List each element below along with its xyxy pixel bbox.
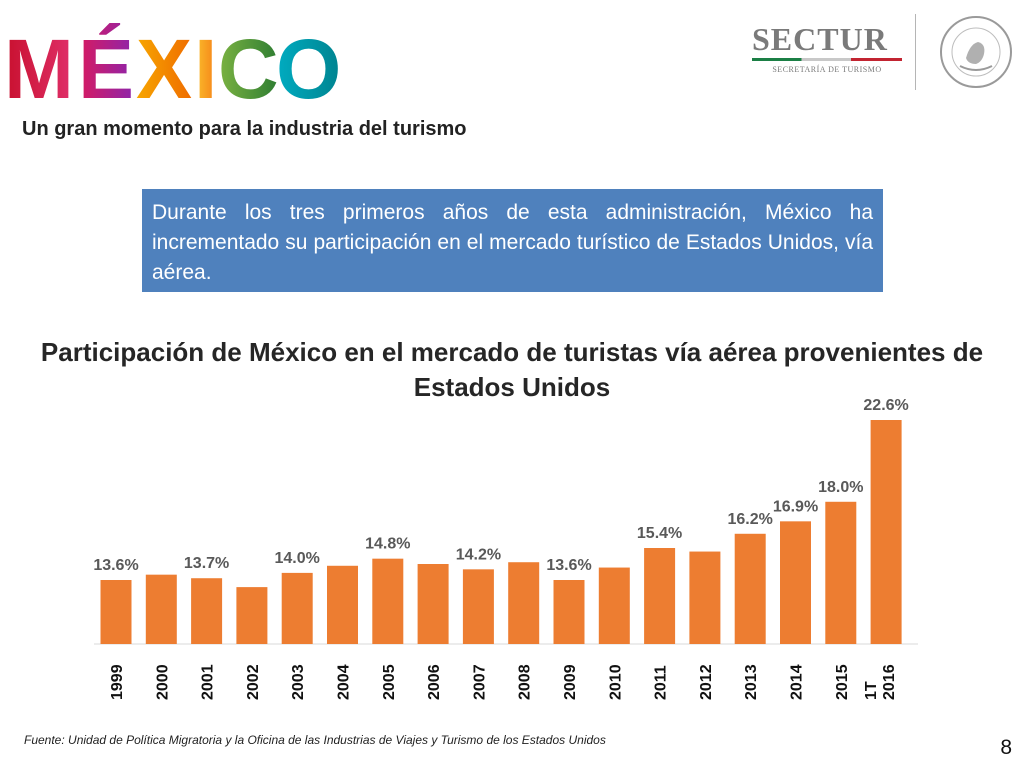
bar-2014 — [780, 521, 811, 644]
bar-2006 — [417, 564, 449, 644]
x-tick-label: 2000 — [154, 664, 171, 700]
data-label: 15.4% — [637, 525, 682, 542]
x-tick-label: 2006 — [426, 664, 443, 700]
bar-1t-2016 — [870, 420, 902, 644]
logo-letter-i: I — [194, 22, 217, 102]
data-label: 18.0% — [818, 479, 863, 496]
data-label: 16.9% — [773, 498, 818, 515]
x-tick-label: 1T2016 — [863, 664, 898, 700]
data-label: 13.6% — [546, 557, 591, 574]
x-tick-label: 2003 — [290, 664, 307, 700]
bar-2002 — [236, 587, 268, 644]
slide-subtitle: Un gran momento para la industria del tu… — [22, 118, 467, 140]
bar-2007 — [462, 569, 494, 644]
bar-2010 — [598, 567, 630, 644]
x-tick-label: 2009 — [562, 664, 579, 700]
source-note: Fuente: Unidad de Política Migratoria y … — [24, 733, 606, 747]
x-tick-label: 2004 — [336, 664, 353, 700]
x-tick-label: 2010 — [607, 664, 624, 700]
x-tick-label: 2011 — [653, 665, 670, 700]
bar-2013 — [734, 533, 766, 644]
bar-2009 — [553, 580, 585, 644]
data-label: 22.6% — [863, 397, 908, 414]
x-tick-label: 2002 — [245, 664, 262, 700]
header-divider — [915, 14, 916, 90]
mexico-logo: M É X I C O — [4, 22, 341, 102]
data-label: 14.0% — [275, 550, 320, 567]
logo-letter-m: M — [4, 22, 74, 102]
bar-2011 — [644, 548, 676, 644]
data-label: 14.2% — [456, 546, 501, 563]
page-number: 8 — [1000, 736, 1012, 759]
bar-2008 — [508, 562, 540, 644]
callout-box: Durante los tres primeros años de esta a… — [142, 189, 883, 292]
bar-2004 — [327, 565, 358, 644]
chart-title: Participación de México en el mercado de… — [40, 337, 984, 402]
national-seal-icon — [940, 16, 1012, 88]
bar-1999 — [100, 580, 132, 644]
logo-letter-e: É — [78, 22, 134, 102]
x-tick-label: 2007 — [471, 664, 488, 700]
x-tick-label: 2012 — [698, 664, 715, 700]
bar-2005 — [372, 558, 404, 644]
x-tick-label: 2001 — [200, 664, 217, 700]
bar-2015 — [825, 501, 857, 644]
bar-2001 — [191, 578, 223, 644]
x-tick-label: 2013 — [743, 664, 760, 700]
data-label: 13.7% — [184, 555, 229, 572]
data-label: 14.8% — [365, 536, 410, 553]
bar-2000 — [145, 574, 177, 644]
sectur-subtitle: SECRETARÍA DE TURISMO — [772, 65, 882, 74]
sectur-name: SECTUR — [752, 21, 888, 57]
logo-letter-c: C — [218, 22, 279, 102]
x-tick-label: 2015 — [834, 664, 851, 700]
x-tick-label: 2014 — [789, 664, 806, 700]
x-tick-label: 1999 — [109, 664, 126, 700]
bar-2012 — [689, 551, 721, 644]
data-label: 13.6% — [93, 557, 138, 574]
logo-letter-x: X — [136, 22, 192, 102]
sectur-rule — [752, 58, 902, 61]
x-tick-label: 2008 — [517, 664, 534, 700]
x-tick-label: 2005 — [381, 664, 398, 700]
logo-letter-o: O — [276, 22, 341, 102]
data-label: 16.2% — [728, 511, 773, 528]
sectur-logo: SECTUR SECRETARÍA DE TURISMO — [752, 22, 902, 82]
bar-2003 — [281, 572, 313, 644]
